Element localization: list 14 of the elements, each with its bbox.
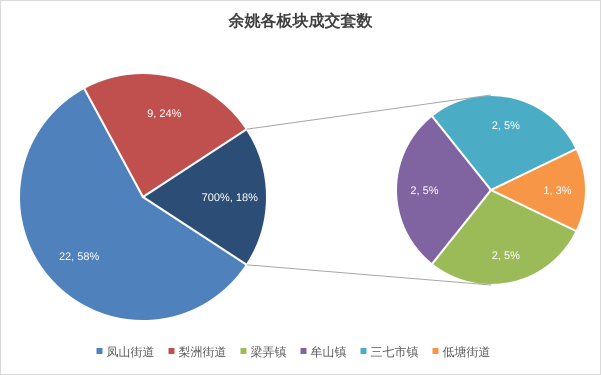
- data-label: 22, 58%: [58, 250, 100, 263]
- text: 余姚各板块成交套数: [228, 11, 374, 30]
- data-label: 2, 5%: [492, 250, 520, 262]
- legend-label: 三七市镇: [370, 345, 418, 359]
- legend-label: 低塘街道: [442, 345, 490, 359]
- data-label: 1, 3%: [543, 185, 572, 197]
- legend-label: 凤山街道: [106, 345, 154, 359]
- data-label: 9, 24%: [147, 108, 182, 120]
- legend-label: 牟山镇: [310, 345, 346, 359]
- data-label: 700%, 18%: [202, 192, 258, 204]
- legend-label: 梁弄镇: [250, 345, 286, 359]
- data-label: 2, 5%: [410, 185, 439, 197]
- legend-label: 梨洲街道: [178, 345, 226, 359]
- data-label: 2, 5%: [492, 120, 520, 132]
